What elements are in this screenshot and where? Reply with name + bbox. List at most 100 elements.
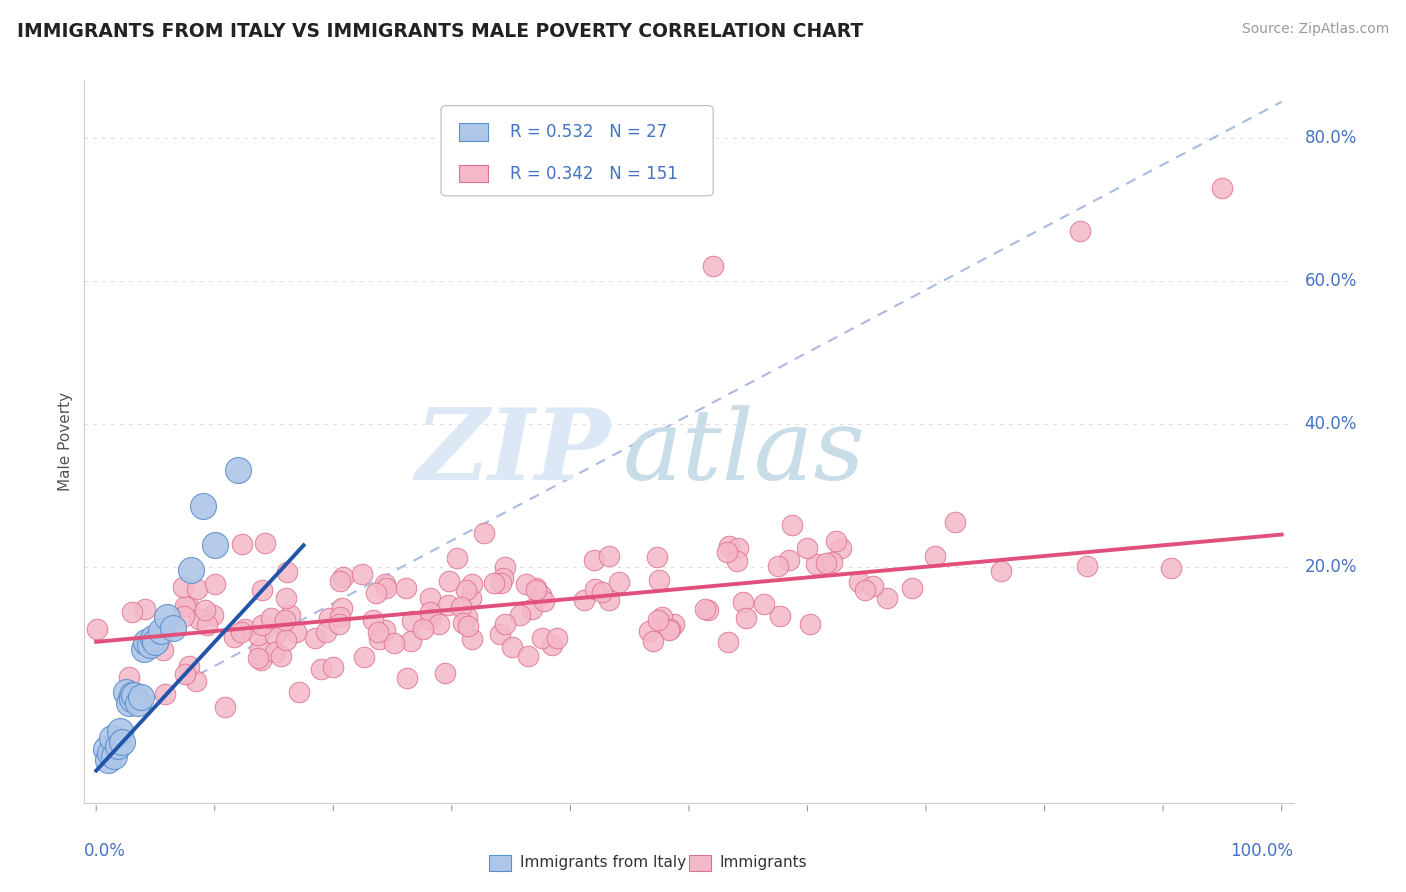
Point xyxy=(492,571,515,585)
Point xyxy=(456,610,478,624)
Point xyxy=(695,602,717,616)
Point xyxy=(395,672,418,686)
Point xyxy=(129,690,152,704)
Point xyxy=(214,699,236,714)
Point xyxy=(727,541,749,556)
Point xyxy=(530,631,553,645)
Point xyxy=(176,599,198,613)
Point xyxy=(132,642,155,657)
FancyBboxPatch shape xyxy=(489,855,512,871)
Point xyxy=(274,613,297,627)
Point xyxy=(121,605,143,619)
Point xyxy=(717,539,740,553)
Point xyxy=(1211,180,1233,194)
Point xyxy=(270,617,292,632)
Point xyxy=(150,624,173,639)
Point xyxy=(647,613,669,627)
Point xyxy=(450,600,472,615)
Point xyxy=(472,525,495,540)
Point xyxy=(830,541,852,556)
Point xyxy=(231,537,253,551)
Point xyxy=(187,612,209,626)
Point xyxy=(180,563,202,577)
Point xyxy=(815,556,838,570)
Point xyxy=(659,623,682,637)
FancyBboxPatch shape xyxy=(460,165,488,182)
Point xyxy=(637,624,659,638)
Point xyxy=(276,566,298,580)
Point xyxy=(263,628,285,642)
Text: Immigrants from Italy: Immigrants from Italy xyxy=(520,855,686,870)
Point xyxy=(517,649,540,664)
Point xyxy=(186,582,208,596)
Point xyxy=(862,579,884,593)
Point xyxy=(304,631,326,645)
Point xyxy=(648,574,671,588)
Point xyxy=(97,753,120,767)
Point xyxy=(734,611,756,625)
Point xyxy=(1160,561,1182,575)
Point xyxy=(489,576,512,591)
Point xyxy=(309,662,332,676)
Point xyxy=(121,689,143,703)
Point xyxy=(395,581,418,595)
Point xyxy=(451,616,474,631)
Point xyxy=(585,582,607,596)
Point xyxy=(454,583,477,598)
Point xyxy=(662,617,685,632)
Text: 60.0%: 60.0% xyxy=(1305,271,1357,290)
Point xyxy=(641,634,664,648)
Point xyxy=(229,625,252,640)
Point xyxy=(122,689,145,703)
Point xyxy=(177,659,200,673)
Point xyxy=(821,555,844,569)
Point xyxy=(825,533,848,548)
Point xyxy=(754,597,776,611)
Point xyxy=(361,613,384,627)
Point xyxy=(201,608,224,623)
Text: atlas: atlas xyxy=(623,405,865,500)
Point xyxy=(118,670,141,684)
Point xyxy=(419,591,441,606)
Point xyxy=(195,618,218,632)
Point xyxy=(121,692,143,706)
FancyBboxPatch shape xyxy=(689,855,710,871)
FancyBboxPatch shape xyxy=(460,123,488,141)
Point xyxy=(768,559,790,574)
Text: ZIP: ZIP xyxy=(415,404,610,500)
Point xyxy=(591,585,613,599)
Point xyxy=(328,616,350,631)
Text: 20.0%: 20.0% xyxy=(1305,558,1357,575)
Point xyxy=(329,574,352,588)
Point xyxy=(461,576,484,591)
Point xyxy=(100,731,122,746)
Point xyxy=(725,554,748,568)
Point xyxy=(598,592,620,607)
Point xyxy=(263,645,285,659)
Point xyxy=(598,549,620,564)
Text: 100.0%: 100.0% xyxy=(1230,842,1294,860)
Point xyxy=(146,635,169,649)
Point xyxy=(278,607,301,622)
Point xyxy=(924,549,946,563)
Point xyxy=(127,696,149,710)
Point xyxy=(329,610,352,624)
Point xyxy=(107,739,129,753)
Point xyxy=(194,603,217,617)
Point xyxy=(524,582,547,597)
Point xyxy=(250,617,273,632)
Point xyxy=(494,560,516,574)
Point xyxy=(152,643,174,657)
Point xyxy=(696,602,718,616)
Point xyxy=(769,608,792,623)
Point xyxy=(901,582,924,596)
Text: 80.0%: 80.0% xyxy=(1305,128,1357,146)
Point xyxy=(583,553,606,567)
Point xyxy=(799,617,821,632)
Point xyxy=(270,648,292,663)
Point xyxy=(374,623,396,637)
Point xyxy=(848,575,870,590)
Point xyxy=(156,609,179,624)
Point xyxy=(276,591,298,605)
Point xyxy=(796,541,818,556)
